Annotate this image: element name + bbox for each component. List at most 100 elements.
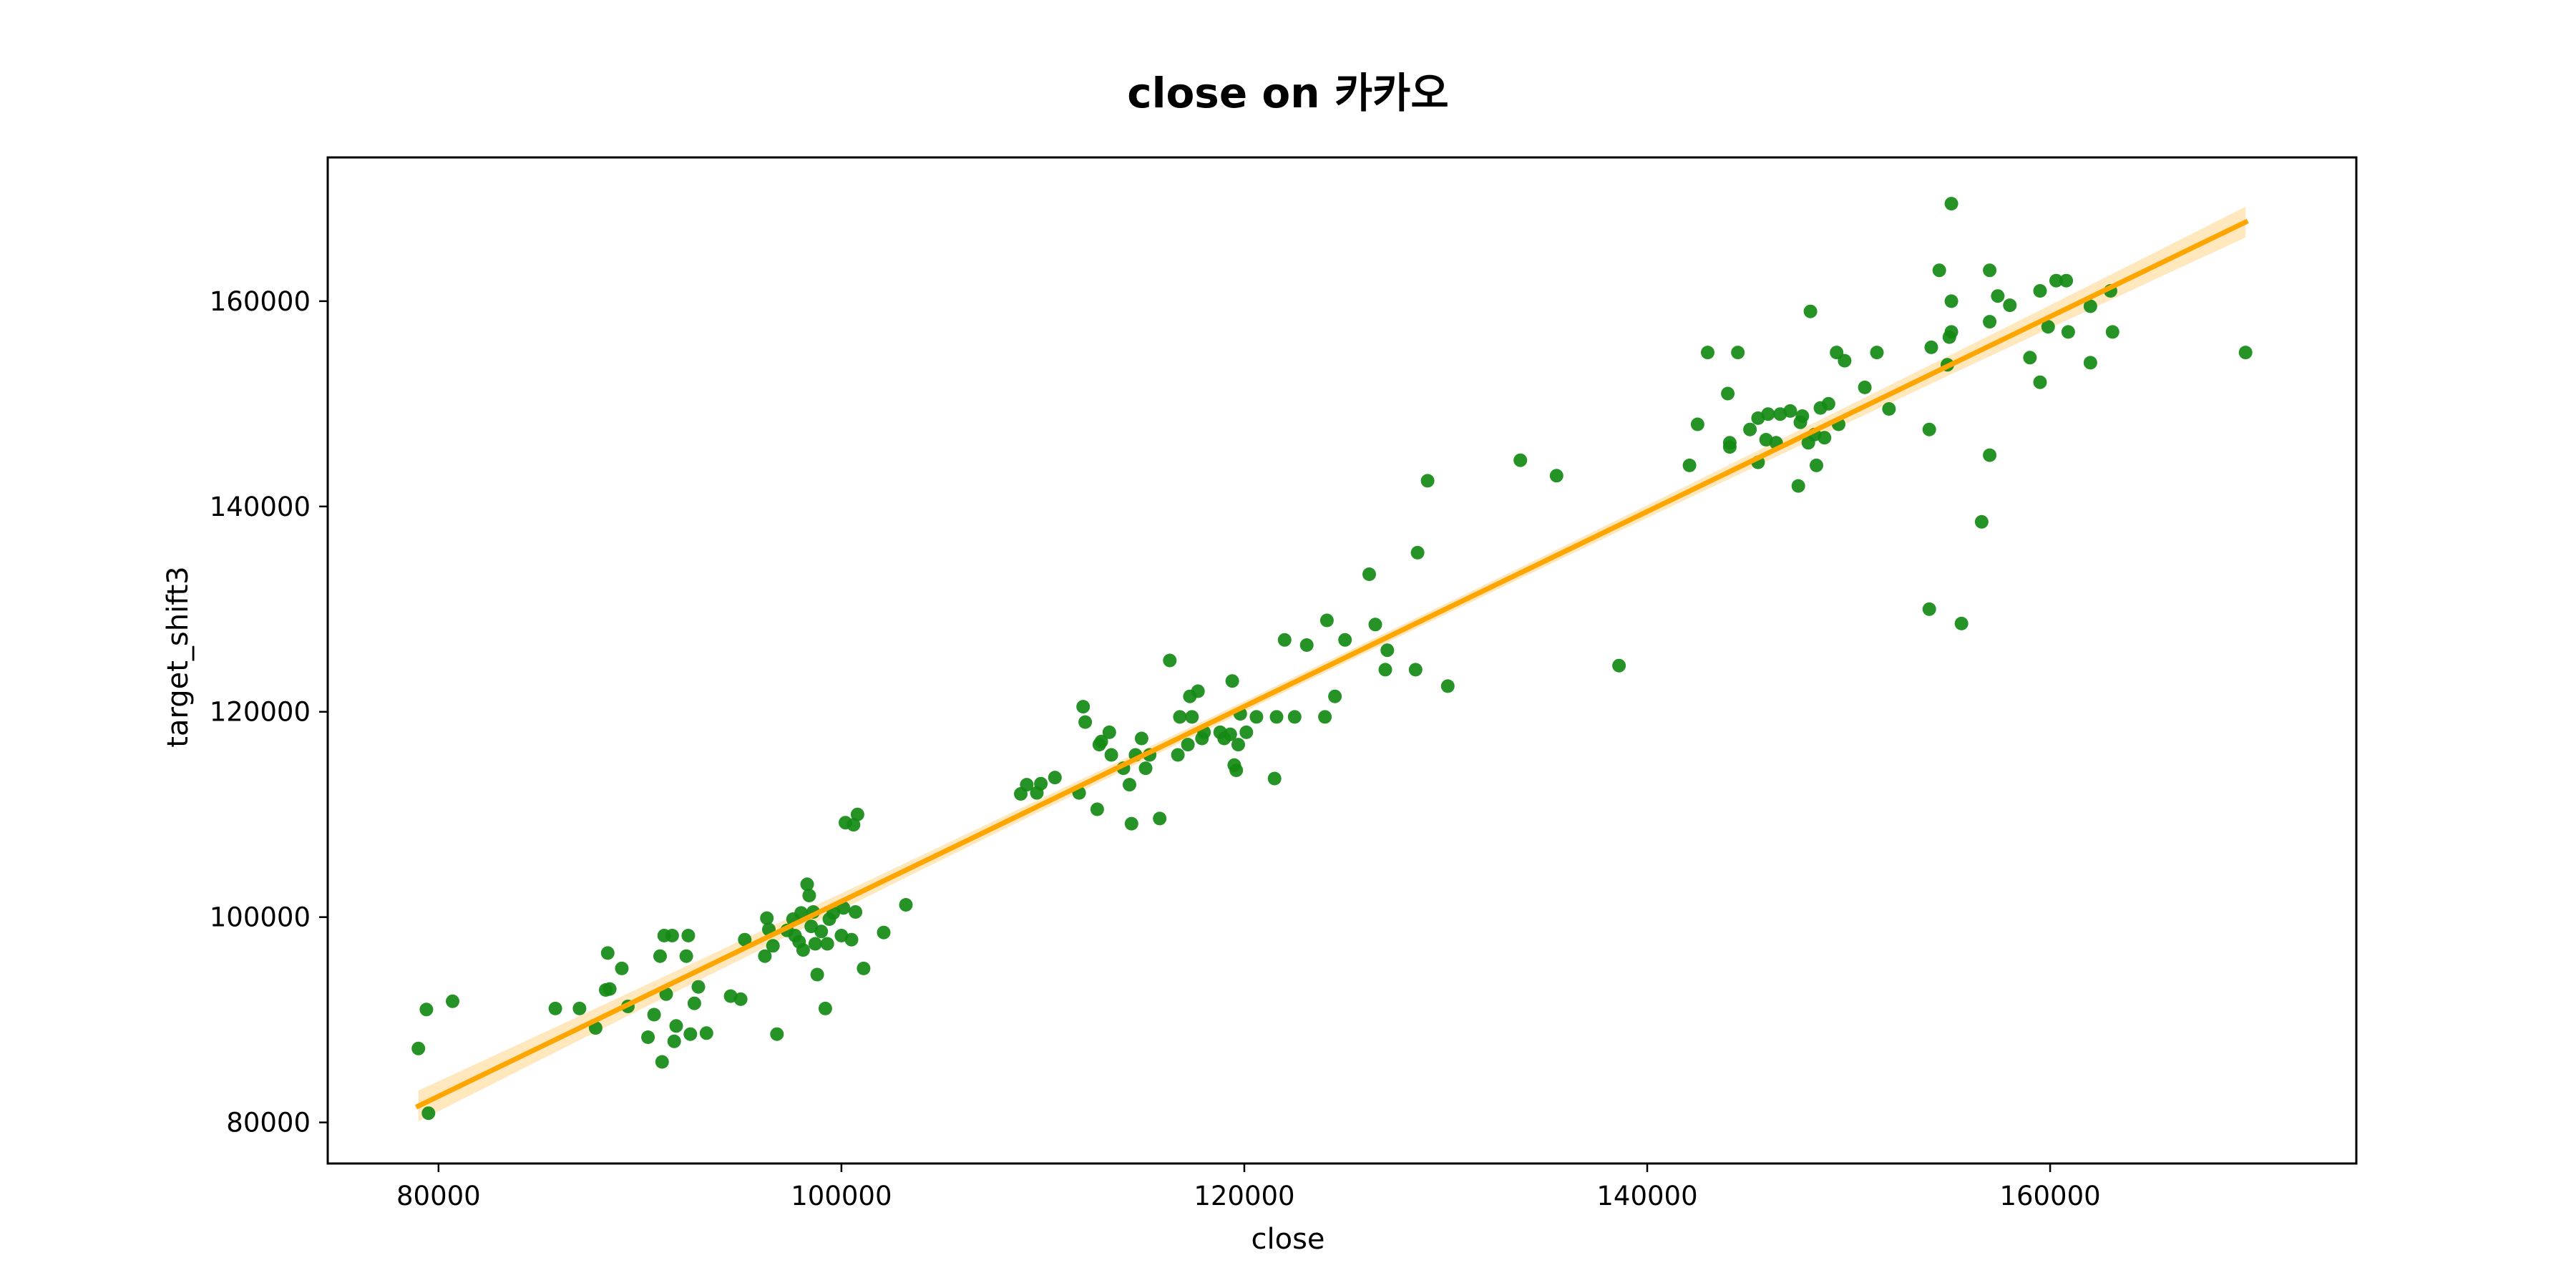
scatter-point (804, 919, 819, 934)
scatter-point (615, 961, 629, 975)
scatter-point (1838, 353, 1852, 368)
scatter-point (1983, 263, 1997, 278)
scatter-point (548, 1001, 562, 1015)
scatter-point (847, 818, 861, 832)
regression-line (415, 218, 2249, 1110)
x-tick-label: 80000 (396, 1181, 481, 1211)
chart-title: close on 카카오 (1127, 69, 1449, 117)
scatter-point (421, 1106, 436, 1121)
scatter-point (655, 1055, 669, 1069)
scatter-point (1810, 458, 1823, 472)
scatter-point (808, 937, 822, 951)
scatter-point (857, 961, 871, 975)
scatter-point (1171, 748, 1185, 762)
scatter-point (733, 992, 748, 1006)
scatter-point (1944, 294, 1958, 308)
scatter-point (2061, 325, 2075, 339)
scatter-point (1094, 734, 1108, 748)
scatter-point (1821, 396, 1835, 411)
scatter-point (1229, 763, 1244, 777)
scatter-point (1924, 340, 1938, 354)
scatter-point (1090, 802, 1104, 816)
scatter-point (1380, 643, 1395, 658)
scatter-point (1299, 638, 1314, 652)
scatter-point (446, 994, 459, 1008)
x-tick-label: 140000 (1596, 1181, 1697, 1211)
scatter-point (1076, 700, 1091, 714)
scatter-point (1513, 453, 1528, 467)
scatter-point (1225, 674, 1239, 688)
scatter-point (665, 929, 679, 942)
scatter-point (641, 1030, 655, 1044)
scatter-point (1102, 725, 1116, 739)
scatter-point (1134, 731, 1148, 746)
scatter-point (1870, 346, 1884, 360)
scatter-point (738, 932, 752, 947)
scatter-point (667, 1034, 681, 1048)
scatter-point (1319, 613, 1334, 628)
scatter-point (1701, 346, 1714, 360)
scatter-point (647, 1008, 661, 1022)
scatter-point (814, 924, 829, 939)
scatter-point (1858, 380, 1872, 394)
scatter-point (1328, 689, 1342, 703)
scatter-point (1612, 658, 1626, 673)
scatter-point (2041, 320, 2055, 334)
scatter-point (1932, 263, 1946, 278)
scatter-point (1761, 407, 1775, 421)
scatter-point (1368, 618, 1382, 632)
scatter-point (681, 929, 696, 942)
scatter-point (2033, 375, 2047, 389)
scatter-point (653, 949, 667, 963)
scatter-point (1983, 315, 1997, 329)
scatter-point (679, 949, 693, 963)
scatter-point (1791, 479, 1805, 493)
scatter-point (1690, 417, 1704, 431)
scatter-point (810, 967, 824, 982)
x-axis-label: close (1251, 1223, 1324, 1256)
scatter-point (899, 898, 913, 912)
scatter-point (1191, 684, 1205, 698)
scatter-point (2003, 298, 2017, 313)
scatter-point (1974, 514, 1989, 529)
scatter-point (659, 987, 673, 1001)
scatter-point (2023, 351, 2037, 365)
scatter-point (1163, 653, 1177, 668)
scatter-point (602, 982, 617, 996)
scatter-point (1362, 567, 1376, 581)
scatter-point (1277, 633, 1292, 647)
scatter-point (1020, 778, 1034, 792)
scatter-point (1249, 710, 1264, 724)
y-tick-label: 120000 (210, 697, 311, 728)
scatter-point (766, 939, 780, 953)
scatter-point (820, 937, 834, 951)
scatter-point (683, 1027, 698, 1041)
scatter-point (800, 877, 814, 892)
scatter-point (1954, 616, 1968, 630)
plot-area: 80000 100000 120000 140000 160000 80000 100000… (210, 156, 2358, 1211)
scatter-point (1743, 422, 1757, 436)
scatter-point (1267, 771, 1282, 786)
scatter-point (1721, 386, 1735, 401)
y-tick-label: 160000 (210, 286, 311, 317)
scatter-point (2049, 273, 2063, 288)
scatter-point (1124, 816, 1138, 831)
scatter-point (1922, 422, 1936, 436)
scatter-point (2083, 356, 2097, 370)
scatter-point (818, 1001, 832, 1015)
scatter-point (1783, 404, 1797, 418)
scatter-point (877, 925, 891, 940)
scatter-point (1104, 748, 1118, 762)
y-tick-label: 140000 (210, 492, 311, 522)
scatter-point (1731, 346, 1745, 360)
scatter-point (1991, 289, 2005, 303)
scatter-point (411, 1041, 426, 1055)
scatter-point (758, 949, 772, 963)
scatter-point (796, 943, 810, 957)
scatter-point (1181, 738, 1195, 752)
scatter-point (2059, 273, 2074, 288)
scatter-point (2238, 346, 2253, 360)
scatter-point (844, 932, 859, 947)
scatter-point (1138, 761, 1153, 776)
scatter-point (1078, 715, 1093, 729)
